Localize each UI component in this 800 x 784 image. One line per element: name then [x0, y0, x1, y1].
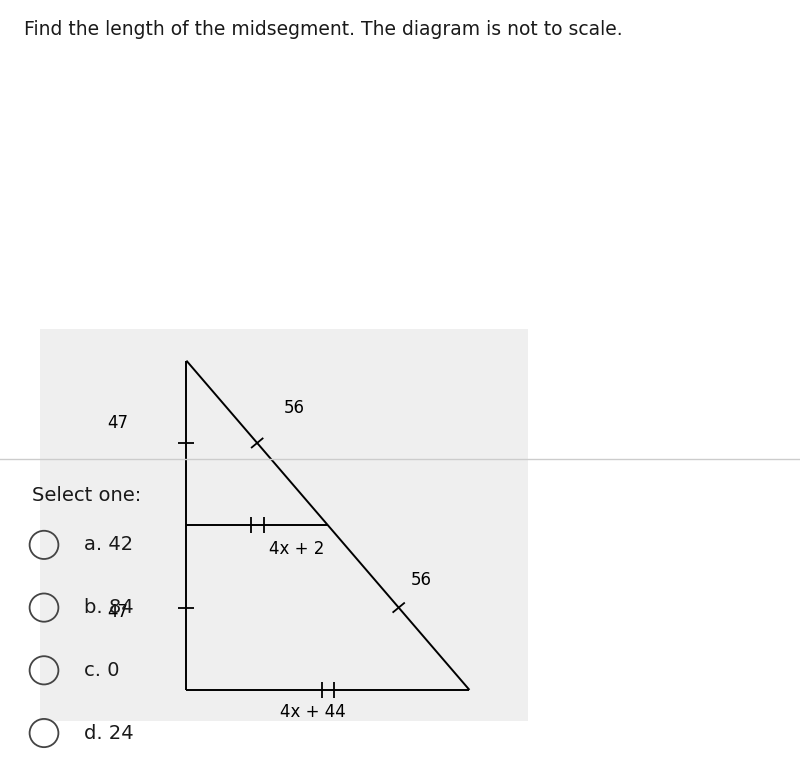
- Text: Find the length of the midsegment. The diagram is not to scale.: Find the length of the midsegment. The d…: [24, 20, 622, 38]
- Text: 47: 47: [107, 415, 128, 432]
- FancyBboxPatch shape: [40, 329, 528, 721]
- Text: 56: 56: [284, 399, 305, 416]
- Text: 47: 47: [107, 603, 128, 620]
- Text: a. 42: a. 42: [84, 535, 133, 554]
- Text: b. 84: b. 84: [84, 598, 134, 617]
- Text: Select one:: Select one:: [32, 486, 142, 505]
- Text: 4x + 2: 4x + 2: [270, 540, 325, 557]
- Text: 4x + 44: 4x + 44: [281, 703, 346, 721]
- Text: c. 0: c. 0: [84, 661, 119, 680]
- Text: 56: 56: [411, 572, 432, 589]
- Text: d. 24: d. 24: [84, 724, 134, 742]
